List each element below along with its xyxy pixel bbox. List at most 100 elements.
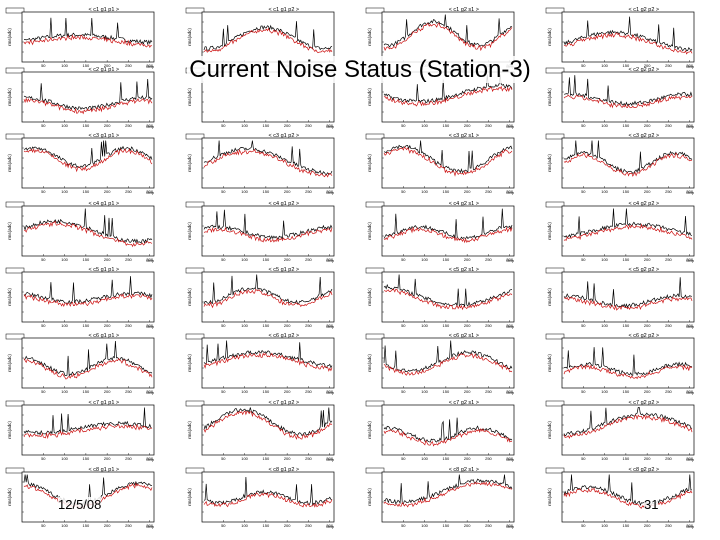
x-tick-label: 300 — [146, 456, 153, 461]
x-tick-label: 200 — [644, 123, 651, 128]
x-tick-label: 300 — [326, 456, 333, 461]
panel-label: < c7 g2 p2 > — [629, 400, 660, 406]
x-tick-label: 50 — [221, 63, 226, 68]
x-tick-label: 50 — [41, 63, 46, 68]
stats-box — [5, 7, 25, 14]
x-tick-label: 200 — [464, 523, 471, 528]
y-axis-label: rms(adc) — [7, 154, 12, 172]
x-tick-label: 250 — [305, 456, 312, 461]
series-black-line — [203, 140, 333, 176]
x-tick-label: 300 — [686, 389, 693, 394]
noise-panel: < c1 g1 p1 > rms(adc) 50 100 150 200 250 300Str… — [5, 7, 155, 69]
stats-box — [365, 67, 385, 74]
noise-panel: < c7 g2 s1 > rms(adc) 50 100 150 200 250 300Str… — [365, 400, 515, 462]
series-red-line — [383, 85, 513, 107]
stats-box — [365, 467, 385, 474]
panel-label: < c3 g2 s1 > — [449, 133, 479, 139]
slide-date: 12/5/08 — [58, 497, 102, 512]
x-axis-label: Strip — [326, 258, 335, 263]
x-tick-label: 300 — [326, 389, 333, 394]
stats-box — [365, 267, 385, 274]
x-tick-label: 250 — [125, 123, 132, 128]
stats-box — [545, 67, 565, 74]
x-tick-label: 300 — [146, 389, 153, 394]
x-axis-label: Strip — [326, 190, 335, 195]
series-black-line — [383, 474, 513, 505]
stats-box — [5, 67, 25, 74]
y-axis-label: rms(adc) — [367, 288, 372, 306]
series-red-line — [563, 152, 693, 177]
x-tick-label: 250 — [305, 389, 312, 394]
panel-label: < c2 g2 p2 > — [629, 67, 660, 73]
noise-panel: < c3 g2 p2 > rms(adc) 50 100 150 200 250 300Str… — [545, 133, 695, 195]
x-tick-label: 50 — [221, 189, 226, 194]
plot-frame — [561, 205, 695, 257]
x-tick-label: 250 — [125, 257, 132, 262]
x-axis-label: Strip — [686, 324, 695, 329]
y-axis-label: rms(adc) — [547, 28, 552, 46]
series-black-line — [203, 340, 333, 369]
stats-box — [365, 133, 385, 140]
x-tick-label: 300 — [506, 456, 513, 461]
noise-panel: < c5 g1 p1 > rms(adc) 50 100 150 200 250 300Str… — [5, 267, 155, 329]
x-tick-label: 200 — [284, 123, 291, 128]
series-black-line — [383, 417, 513, 443]
x-tick-label: 50 — [221, 123, 226, 128]
plot-frame — [381, 271, 515, 323]
y-axis-label: rms(adc) — [367, 154, 372, 172]
noise-panel: < c1 g2 s1 >rms(adc)50 100 150 200 250 300Str… — [365, 7, 515, 69]
y-axis-label: rms(adc) — [547, 354, 552, 372]
x-axis-label: Strip — [686, 524, 695, 529]
x-tick-label: 50 — [581, 523, 586, 528]
x-tick-label: 150 — [623, 523, 630, 528]
stats-box — [545, 467, 565, 474]
panel-label: < c4 g1 p2 > — [269, 201, 300, 207]
x-tick-label: 150 — [83, 257, 90, 262]
page-number: 31 — [644, 497, 659, 512]
plot-frame — [381, 404, 515, 456]
y-axis-label: rms(adc) — [7, 421, 12, 439]
plot-frame — [21, 271, 155, 323]
stats-box — [185, 333, 205, 340]
y-axis-label: rms(adc) — [187, 28, 192, 46]
stats-box — [5, 467, 25, 474]
plot-frame — [21, 205, 155, 257]
x-tick-label: 200 — [644, 257, 651, 262]
panel-label: < c7 g1 p1 > — [89, 400, 120, 406]
noise-panel: < c2 g2 s1 >rms(adc)50 100 150 200 250 300Str… — [365, 67, 515, 129]
x-tick-label: 100 — [61, 189, 68, 194]
x-axis-label: Strip — [686, 258, 695, 263]
x-tick-label: 250 — [305, 189, 312, 194]
plot-frame — [561, 271, 695, 323]
x-tick-label: 100 — [241, 389, 248, 394]
x-tick-label: 250 — [665, 123, 672, 128]
x-tick-label: 250 — [485, 257, 492, 262]
x-tick-label: 300 — [326, 189, 333, 194]
x-axis-label: Strip — [146, 524, 155, 529]
x-tick-label: 100 — [601, 123, 608, 128]
series-red-line — [383, 353, 513, 376]
x-tick-label: 100 — [241, 257, 248, 262]
series-red-line — [563, 32, 693, 55]
x-tick-label: 150 — [623, 456, 630, 461]
x-tick-label: 50 — [41, 123, 46, 128]
x-tick-label: 150 — [263, 456, 270, 461]
x-tick-label: 300 — [686, 63, 693, 68]
x-tick-label: 100 — [241, 189, 248, 194]
y-axis-label: rms(adc) — [547, 222, 552, 240]
panel-label: < c2 g2 s1 > — [449, 67, 479, 73]
noise-panel: < c5 g2 s1 > rms(adc) 50 100 150 200 250 300Str… — [365, 267, 515, 329]
plot-frame — [201, 137, 335, 189]
x-tick-label: 100 — [601, 389, 608, 394]
x-axis-label: Strip — [146, 64, 155, 69]
x-tick-label: 250 — [485, 123, 492, 128]
y-axis-label: rms(adc) — [7, 222, 12, 240]
series-red-line — [383, 481, 513, 508]
series-red-line — [23, 220, 153, 248]
x-tick-label: 100 — [601, 257, 608, 262]
y-axis-label: rms(adc) — [7, 354, 12, 372]
x-tick-label: 100 — [61, 257, 68, 262]
plot-frame — [561, 137, 695, 189]
x-axis-label: Strip — [326, 457, 335, 462]
